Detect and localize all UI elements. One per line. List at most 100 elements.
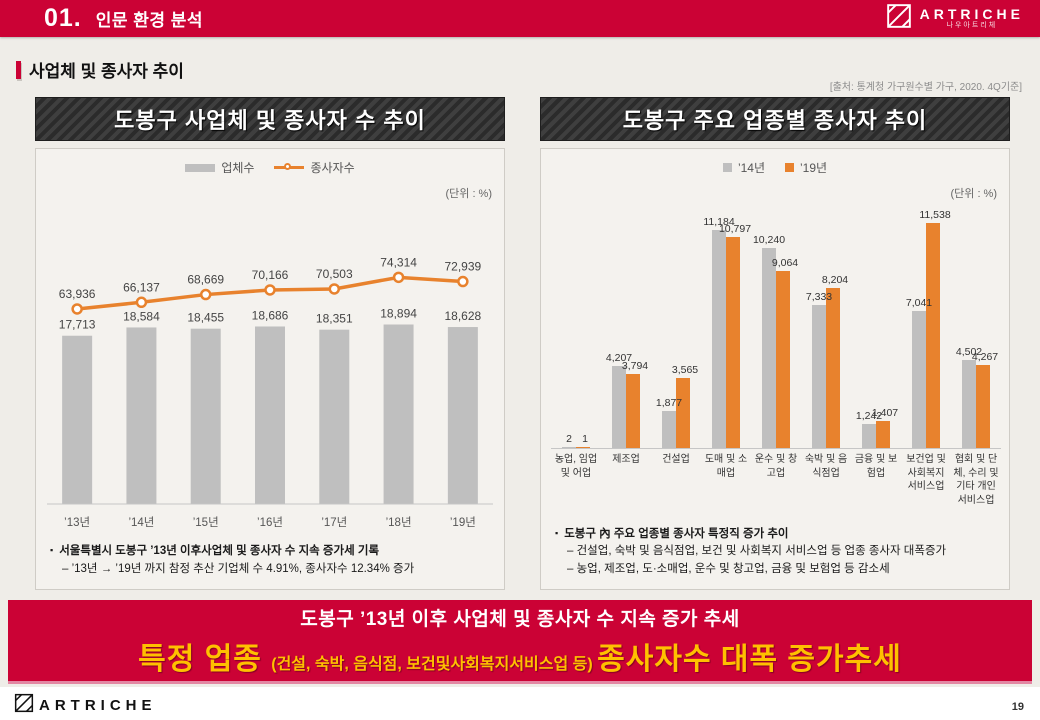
bar-2014: [662, 411, 676, 448]
legend-2014-label: ’14년: [737, 161, 765, 175]
bar-2019-value-label: 3,794: [621, 360, 649, 373]
banner-line1: 도봉구 ’13년 이후 사업체 및 종사자 수 지속 증가 추세: [300, 608, 740, 630]
line-value-label: 74,314: [380, 255, 417, 269]
combo-bar: [255, 326, 285, 504]
bar-value-label: 18,584: [123, 309, 160, 323]
bar-value-label: 18,686: [252, 308, 289, 322]
x-axis-label: ’18년: [386, 516, 412, 529]
source-note: [출처: 통계청 가구원수별 가구, 2020. 4Q기준]: [829, 82, 1022, 93]
bar-2014: [712, 229, 726, 448]
line-point-marker: [328, 283, 341, 295]
gray-square-swatch-icon: [722, 163, 732, 172]
x-axis-label: ’13년: [64, 516, 90, 529]
right-unit-label: (단위 : %): [950, 188, 997, 200]
combo-chart: 17,713 ’13년 18,584 ’14년 18,455 ’15년 18,686 ’16년…: [47, 255, 493, 529]
banner-parenthetical: (건설, 숙박, 음식점, 보건및사회복지서비스업 등): [271, 655, 598, 673]
left-chart-title: 도봉구 사업체 및 종사자 수 추이: [35, 97, 505, 141]
section-heading: 사업체 및 종사자 추이: [29, 62, 184, 81]
legend-2019-label: ’19년: [800, 161, 828, 175]
panel-businesses-workers: 도봉구 사업체 및 종사자 수 추이 업체수 종사자수 (단위 : %) 17,…: [35, 97, 505, 590]
bar-2014: [862, 423, 876, 448]
category-label: 숙박 및 음식점업: [804, 454, 848, 479]
footer-brand-name: ARTRICHE: [39, 697, 157, 714]
combo-bar: [190, 328, 221, 504]
legend-bar-label: 업체수: [221, 161, 255, 175]
bar-2019: [776, 271, 790, 448]
bar-2014-value-label: 1,877: [655, 397, 683, 410]
category-label: 도매 및 소매업: [704, 454, 748, 479]
combo-bar: [447, 327, 478, 504]
line-point-marker: [71, 303, 83, 315]
bar-2014: [912, 310, 926, 448]
bar-value-label: 18,455: [187, 311, 224, 325]
bar-2019: [626, 374, 640, 448]
section-heading-row: 사업체 및 종사자 추이: [16, 57, 184, 82]
legend-item-2014: ’14년: [722, 159, 765, 176]
bar-value-label: 18,628: [445, 309, 482, 323]
left-legend: 업체수 종사자수: [36, 149, 504, 176]
x-axis-label: ’15년: [193, 516, 219, 529]
bar-2014-value-label: 4,207: [605, 351, 633, 364]
right-chart-box: ’14년 ’19년 (단위 : %) 2 1 4,207 3,794 1,877 3,56…: [540, 148, 1010, 590]
line-point-marker: [199, 288, 212, 301]
line-value-label: 70,166: [252, 268, 289, 282]
category-label: 운수 및 창고업: [754, 454, 798, 479]
bar-2014-value-label: 1,242: [855, 409, 883, 422]
line-legend-swatch-icon: [274, 162, 305, 170]
red-tick-icon: [16, 60, 21, 79]
banner-line2: 특정 업종 (건설, 숙박, 음식점, 보건및사회복지서비스업 등) 종사자수 …: [138, 634, 902, 678]
bar-2019-value-label: 8,204: [821, 274, 849, 287]
artriche-footer-logo-icon: [14, 693, 34, 718]
bar-2019-value-label: 3,565: [671, 364, 699, 377]
brand-name: ARTRICHE: [919, 5, 1024, 22]
x-axis-label: ’17년: [321, 516, 347, 529]
bar-2014: [612, 365, 626, 448]
line-value-label: 72,939: [445, 260, 482, 274]
combo-bar: [62, 335, 93, 504]
left-note-main: ▪ 서울특별시 도봉구 ’13년 이후사업체 및 종사자 수 지속 증가세 기록: [50, 545, 380, 558]
right-legend: ’14년 ’19년: [541, 149, 1009, 176]
bar-2014-value-label: 10,240: [752, 234, 786, 247]
bar-legend-swatch-icon: [185, 163, 216, 172]
bar-2019: [876, 420, 890, 448]
bar-2014: [812, 305, 826, 448]
bar-2014-value-label: 2: [566, 432, 572, 445]
category-label: 협회 및 단체, 수리 및 기타 개인 서비스업: [953, 454, 999, 506]
line-point-marker: [264, 284, 276, 296]
banner-highlight-2: 종사자수 대폭 증가추세: [597, 642, 902, 676]
bar-2014-value-label: 11,184: [703, 215, 735, 228]
line-value-label: 63,936: [59, 287, 96, 301]
bar-2019-value-label: 10,797: [718, 223, 752, 236]
bar-2014-value-label: 4,502: [955, 346, 983, 359]
legend-item-line: 종사자수: [274, 159, 355, 176]
bar-2014-value-label: 7,041: [905, 296, 933, 309]
right-note-main: ▪ 도봉구 內 주요 업종별 종사자 특정직 증가 추이: [555, 527, 789, 540]
line-point-marker: [135, 296, 148, 309]
bar-2019-value-label: 11,538: [919, 209, 951, 222]
line-point-marker: [392, 271, 405, 284]
bar-value-label: 18,894: [380, 307, 417, 321]
bar-2019: [926, 223, 940, 448]
banner-highlight-1: 특정 업종: [138, 642, 272, 676]
header-bar: 01. 인문 환경 분석 ARTRICHE 나우아트리체: [0, 0, 1040, 37]
right-chart-title: 도봉구 주요 업종별 종사자 추이: [540, 97, 1010, 141]
bar-2019: [576, 446, 590, 448]
category-label: 제조업: [612, 454, 640, 465]
brand-logo: ARTRICHE 나우아트리체: [886, 3, 1024, 34]
line-value-label: 68,669: [187, 273, 224, 287]
bar-value-label: 18,351: [316, 312, 353, 326]
section-number: 01.: [44, 4, 82, 32]
bar-2019: [676, 378, 690, 448]
bar-2014: [562, 446, 576, 448]
bar-2019: [976, 364, 990, 448]
footer: ARTRICHE 19: [0, 687, 1040, 720]
category-label: 금융 및 보험업: [854, 454, 898, 479]
left-notes: ▪ 서울특별시 도봉구 ’13년 이후사업체 및 종사자 수 지속 증가세 기록 …: [50, 543, 494, 579]
line-value-label: 66,137: [123, 280, 160, 294]
x-axis-label: ’14년: [128, 516, 154, 529]
legend-item-bar: 업체수: [185, 159, 254, 176]
left-chart-box: 업체수 종사자수 (단위 : %) 17,713 ’13년 18,584 ’14년 18…: [35, 148, 505, 590]
brand-subtitle: 나우아트리체: [946, 22, 998, 30]
